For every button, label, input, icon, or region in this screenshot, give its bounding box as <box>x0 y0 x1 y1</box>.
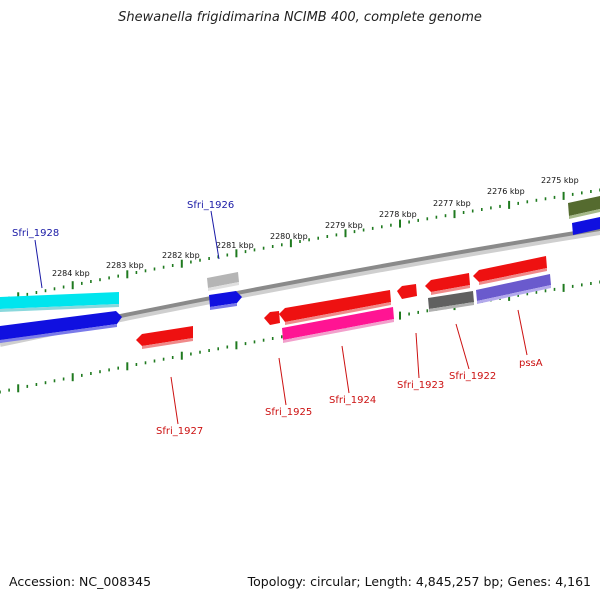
scale-tick-labels: 2284 kbp 2283 kbp 2282 kbp 2281 kbp 2280 kbp… <box>52 176 579 278</box>
genome-stats-text: Topology: circular; Length: 4,845,257 bp… <box>247 574 591 589</box>
gene-label-sfri-1928: Sfri_1928 <box>12 228 59 239</box>
tick-label: 2278 kbp <box>379 210 417 219</box>
feature-darkgrey-band <box>428 291 474 312</box>
gene-label-sfri-1922: Sfri_1922 <box>449 371 496 382</box>
tick-label: 2280 kbp <box>270 232 308 241</box>
gene-arrow-sfri-1927[interactable] <box>136 326 193 349</box>
tick-label: 2281 kbp <box>216 241 254 250</box>
feature-magenta-band <box>282 307 394 343</box>
gene-arrow-sfri-1925[interactable] <box>264 311 280 325</box>
map-title: Shewanella frigidimarina NCIMB 400, comp… <box>118 10 482 25</box>
gene-arrow-sfri-1924[interactable] <box>279 290 391 325</box>
tick-label: 2279 kbp <box>325 221 363 230</box>
gene-arrow-sfri-1926[interactable] <box>209 291 242 310</box>
feature-blue-edge <box>572 217 600 235</box>
tick-label: 2284 kbp <box>52 269 90 278</box>
gene-arrow-sfri-1922[interactable] <box>425 273 470 295</box>
gene-label-sfri-1925: Sfri_1925 <box>265 407 312 418</box>
gene-label-sfri-1927: Sfri_1927 <box>156 426 203 437</box>
tick-label: 2282 kbp <box>162 251 200 260</box>
accession-text: Accession: NC_008345 <box>9 574 152 589</box>
gene-label-sfri-1926: Sfri_1926 <box>187 200 234 211</box>
gene-label-pssa: pssA <box>519 358 543 369</box>
feature-grey-band <box>207 272 239 291</box>
tick-label: 2283 kbp <box>106 261 144 270</box>
feature-slateblue-band <box>476 274 551 304</box>
gene-label-sfri-1924: Sfri_1924 <box>329 395 376 406</box>
gene-arrow-pssa[interactable] <box>473 256 547 285</box>
tick-label: 2275 kbp <box>541 176 579 185</box>
tick-label: 2276 kbp <box>487 187 525 196</box>
gene-arrow-sfri-1928[interactable] <box>0 311 122 343</box>
feature-cyan-band <box>0 292 119 312</box>
gene-label-leaders <box>34 210 528 425</box>
gene-arrow-sfri-1923[interactable] <box>397 284 417 299</box>
gene-label-sfri-1923: Sfri_1923 <box>397 380 444 391</box>
tick-label: 2277 kbp <box>433 199 471 208</box>
feature-olive-band <box>568 196 600 219</box>
